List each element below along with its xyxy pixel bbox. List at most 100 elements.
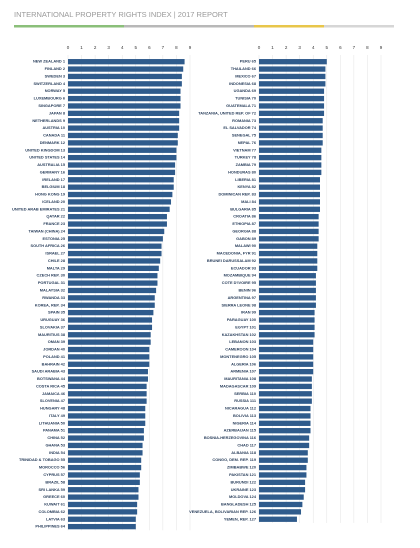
- bar: [259, 472, 307, 478]
- bar: [68, 154, 177, 161]
- category-label: POLAND 41: [43, 354, 66, 359]
- bar: [259, 420, 311, 426]
- bar: [68, 184, 174, 190]
- category-label: BRAZIL 58: [45, 479, 65, 484]
- bar: [259, 368, 314, 375]
- category-label: UNITED KINGDOM 13: [25, 147, 66, 152]
- bar: [68, 376, 148, 382]
- bar: [259, 73, 326, 80]
- category-label: NEPAL 76: [238, 140, 257, 145]
- bar: [259, 479, 306, 486]
- category-label: DOMINICAN REP. 83: [218, 192, 256, 197]
- bar: [68, 383, 147, 390]
- category-label: SOUTH AFRICA 26: [30, 243, 65, 248]
- bar: [259, 59, 327, 65]
- category-label: MALI 84: [241, 199, 257, 204]
- category-label: PERU 65: [240, 59, 257, 64]
- bar: [68, 140, 178, 146]
- category-label: GEORGIA 88: [232, 228, 256, 233]
- category-label: LUXEMBOURG 6: [34, 96, 66, 101]
- bar: [259, 435, 310, 441]
- bar: [68, 420, 146, 426]
- category-label: GREECE 60: [43, 494, 65, 499]
- bar: [259, 383, 312, 390]
- bar: [259, 295, 316, 301]
- bar: [259, 184, 320, 190]
- bar: [68, 206, 170, 212]
- category-label: TANZANIA, UNITED REP. OF 72: [198, 110, 257, 115]
- bar: [259, 405, 311, 412]
- bar: [68, 169, 176, 176]
- x-tick-label: 0: [258, 45, 261, 50]
- bar: [68, 413, 146, 419]
- bar: [68, 214, 167, 220]
- bar: [68, 324, 153, 331]
- bar: [259, 354, 314, 360]
- bar: [259, 177, 320, 183]
- x-tick-label: 3: [298, 45, 301, 50]
- category-label: PANAMA 51: [43, 428, 66, 433]
- category-label: ARGENTINA 97: [228, 295, 256, 300]
- category-label: ARMENIA 107: [230, 369, 256, 374]
- category-label: EGYPT 101: [235, 324, 257, 329]
- bar: [68, 457, 142, 463]
- bar: [68, 258, 161, 264]
- category-label: BOSNIA-HERZEGOVINA 116: [204, 435, 257, 440]
- bar: [68, 494, 139, 500]
- category-label: MAURITIUS 38: [38, 332, 66, 337]
- bar: [259, 199, 320, 205]
- category-label: GUATEMALA 71: [226, 103, 257, 108]
- bar: [68, 435, 144, 441]
- bar: [68, 273, 158, 279]
- bar: [259, 95, 325, 102]
- category-label: LEBANON 103: [229, 339, 257, 344]
- category-label: FINLAND 2: [45, 66, 66, 71]
- category-label: GABON 89: [236, 236, 257, 241]
- category-label: KENYA 82: [237, 184, 256, 189]
- category-label: HONDURAS 80: [228, 169, 256, 174]
- bar: [68, 95, 181, 102]
- bar: [68, 125, 180, 131]
- category-label: CYPRUS 57: [43, 472, 65, 477]
- x-tick-label: 1: [80, 45, 83, 50]
- category-label: GERMANY 16: [40, 169, 66, 174]
- category-label: KAZAKHSTAN 102: [222, 332, 257, 337]
- category-label: KUWAIT 61: [44, 502, 66, 507]
- category-label: AUSTRIA 10: [42, 125, 65, 130]
- category-label: MALTA 29: [47, 265, 66, 270]
- bar: [259, 501, 303, 508]
- bar: [259, 154, 322, 161]
- x-tick-label: 6: [339, 45, 342, 50]
- bar: [68, 110, 180, 117]
- category-label: CANADA 11: [43, 133, 66, 138]
- bar: [68, 59, 185, 65]
- category-label: SPAIN 35: [48, 310, 66, 315]
- bar: [68, 339, 151, 345]
- bar: [68, 428, 144, 434]
- category-label: PARAGUAY 100: [227, 317, 256, 322]
- bar: [259, 464, 307, 471]
- bar: [68, 199, 172, 205]
- category-label: INDIA 54: [49, 450, 66, 455]
- category-label: UNITED ARAB EMIRATES 21: [12, 206, 66, 211]
- x-tick-label: 7: [162, 45, 165, 50]
- bar: [259, 509, 302, 515]
- category-label: CONGO, DEM. REP. 119: [212, 457, 256, 462]
- category-label: LIBERIA 81: [235, 177, 257, 182]
- category-label: SRI LANKA 59: [39, 487, 66, 492]
- report-title: INTERNATIONAL PROPERTY RIGHTS INDEX | 20…: [14, 10, 228, 19]
- category-label: ALGERIA 106: [231, 361, 257, 366]
- bar: [68, 472, 140, 478]
- bar: [259, 162, 322, 168]
- x-tick-label: 0: [67, 45, 70, 50]
- category-label: BENIN 96: [238, 288, 256, 293]
- category-label: URUGUAY 36: [40, 317, 65, 322]
- bar: [259, 140, 323, 146]
- category-label: ECUADOR 93: [231, 265, 257, 270]
- bar: [259, 391, 312, 397]
- category-label: ITALY 49: [49, 413, 66, 418]
- x-tick-label: 2: [94, 45, 97, 50]
- category-label: HUNGARY 48: [40, 406, 66, 411]
- bar: [259, 324, 315, 331]
